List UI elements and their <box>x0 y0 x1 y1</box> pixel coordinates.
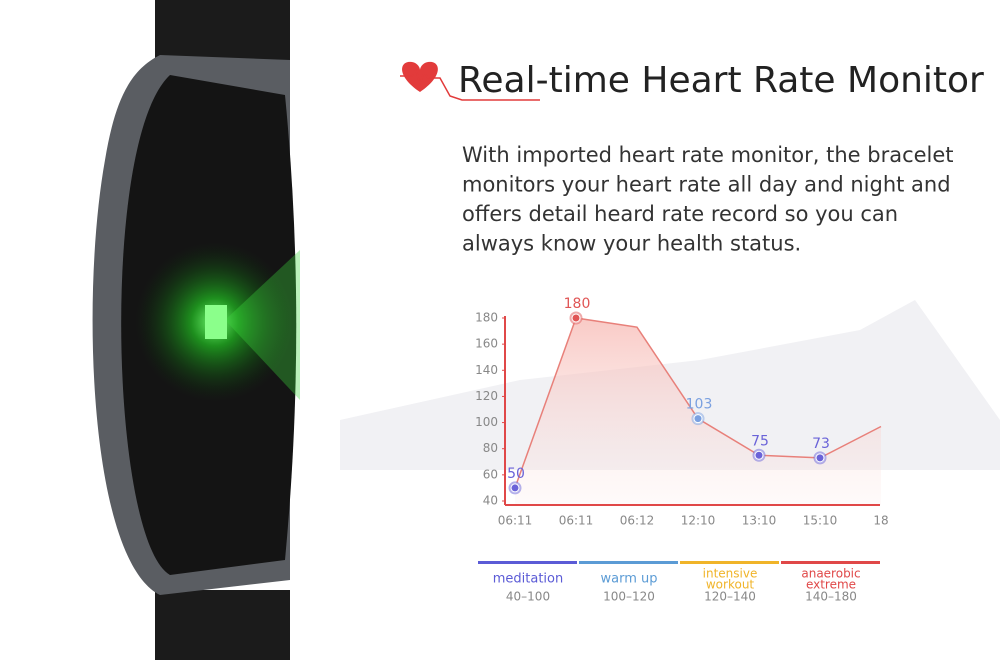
y-tick-label: 80 <box>483 441 498 455</box>
pulse-line <box>400 68 540 101</box>
zone-bar <box>579 561 678 564</box>
marker <box>755 451 763 459</box>
data-label: 180 <box>564 296 591 312</box>
description: With imported heart rate monitor, the br… <box>462 143 954 256</box>
x-tick-label: 18 <box>873 514 888 528</box>
description-line: With imported heart rate monitor, the br… <box>462 143 954 167</box>
x-tick-label: 06:11 <box>559 514 594 528</box>
y-tick-label: 140 <box>475 363 498 377</box>
zone-range: 140–180 <box>805 590 857 604</box>
area <box>515 318 881 505</box>
y-tick-label: 120 <box>475 389 498 403</box>
data-label: 50 <box>507 466 525 482</box>
x-tick-label: 12:10 <box>681 514 716 528</box>
chart: 40 60 80 100 120 140 160 180 06:11 06:11 06:12 12:1… <box>475 296 889 604</box>
marker <box>511 484 519 492</box>
marker <box>572 314 580 322</box>
zone-name: intensive <box>703 567 758 581</box>
zone-name: workout <box>706 578 755 592</box>
zone-bar <box>781 561 880 564</box>
heart-icon <box>402 61 438 92</box>
y-tick-label: 100 <box>475 415 498 429</box>
x-tick-label: 06:12 <box>620 514 655 528</box>
x-tick-label: 13:10 <box>742 514 777 528</box>
data-label: 73 <box>812 436 830 452</box>
x-tick-label: 06:11 <box>498 514 533 528</box>
title: Real-time Heart Rate Monitor <box>458 60 984 101</box>
zone-bar <box>680 561 779 564</box>
y-tick-label: 60 <box>483 467 498 481</box>
sensor <box>205 305 227 339</box>
marker <box>816 454 824 462</box>
strap-bottom <box>155 590 290 660</box>
zone-range: 100–120 <box>603 590 655 604</box>
description-line: offers detail heard rate record so you c… <box>462 202 898 226</box>
data-label: 75 <box>751 433 769 449</box>
y-tick-label: 160 <box>475 337 498 351</box>
zone-name: anaerobic <box>801 567 860 581</box>
zone-bar <box>478 561 577 564</box>
zone-range: 40–100 <box>506 590 550 604</box>
description-line: always know your health status. <box>462 232 801 256</box>
sensor-beam <box>225 250 300 400</box>
zone-name: warm up <box>600 572 657 587</box>
zone-name: meditation <box>493 572 564 587</box>
zone-range: 120–140 <box>704 590 756 604</box>
marker <box>694 415 702 423</box>
y-tick-label: 40 <box>483 494 498 508</box>
y-tick-label: 180 <box>475 311 498 325</box>
x-tick-label: 15:10 <box>803 514 838 528</box>
description-line: monitors your heart rate all day and nig… <box>462 173 951 197</box>
zone-name: extreme <box>806 578 856 592</box>
data-label: 103 <box>686 397 713 413</box>
